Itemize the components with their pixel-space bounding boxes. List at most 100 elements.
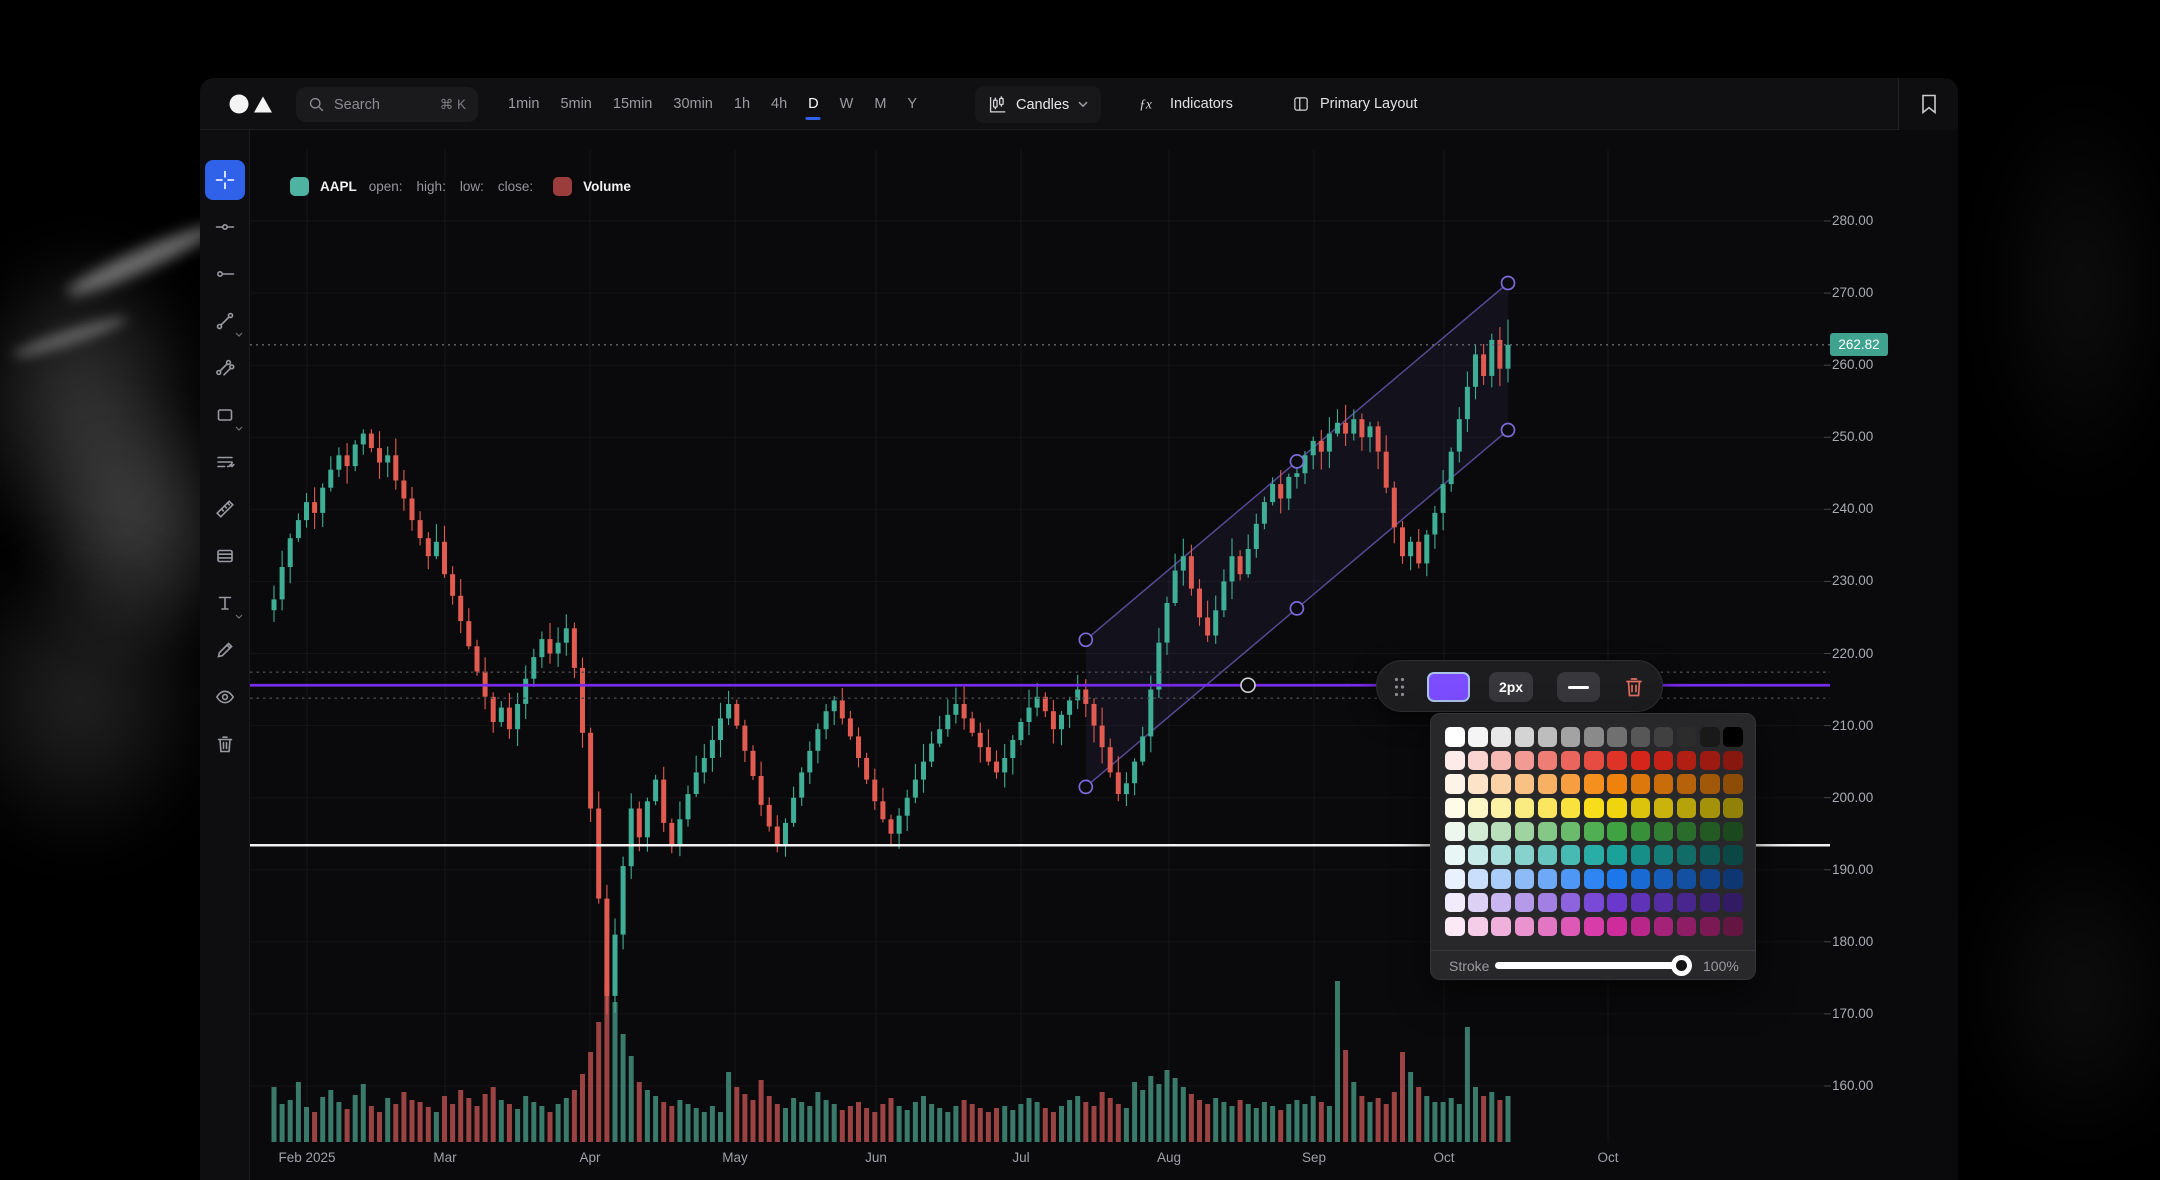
color-swatch-2-11[interactable] bbox=[1700, 774, 1720, 794]
color-swatch-7-10[interactable] bbox=[1676, 892, 1697, 913]
color-swatch-8-11[interactable] bbox=[1700, 916, 1720, 936]
timeframe-15min[interactable]: 15min bbox=[612, 96, 653, 112]
color-swatch-5-4[interactable] bbox=[1537, 845, 1558, 865]
color-swatch-2-5[interactable] bbox=[1560, 774, 1581, 794]
candlestick-chart[interactable] bbox=[250, 130, 1958, 1180]
eye-tool[interactable] bbox=[205, 677, 245, 717]
color-swatch-4-6[interactable] bbox=[1584, 821, 1604, 842]
color-swatch-4-9[interactable] bbox=[1653, 821, 1674, 842]
color-swatch-2-10[interactable] bbox=[1676, 774, 1697, 794]
color-swatch-7-12[interactable] bbox=[1723, 892, 1743, 913]
color-swatch-8-9[interactable] bbox=[1653, 916, 1674, 936]
timeframe-y[interactable]: Y bbox=[907, 96, 918, 112]
color-swatch-3-6[interactable] bbox=[1584, 798, 1604, 818]
color-swatch-8-0[interactable] bbox=[1445, 916, 1465, 936]
color-swatch-5-6[interactable] bbox=[1584, 845, 1604, 865]
line-width-button[interactable]: 2px bbox=[1489, 672, 1533, 702]
color-swatch-5-10[interactable] bbox=[1676, 845, 1697, 865]
color-swatch-0-10[interactable] bbox=[1676, 727, 1697, 747]
color-swatch-5-5[interactable] bbox=[1560, 845, 1581, 865]
color-swatch-7-11[interactable] bbox=[1700, 892, 1720, 913]
color-swatch-1-0[interactable] bbox=[1445, 750, 1465, 771]
color-swatch-5-9[interactable] bbox=[1653, 845, 1674, 865]
color-swatch-4-12[interactable] bbox=[1723, 821, 1743, 842]
color-swatch-8-4[interactable] bbox=[1537, 916, 1558, 936]
color-swatch-7-8[interactable] bbox=[1630, 892, 1650, 913]
color-swatch-2-4[interactable] bbox=[1537, 774, 1558, 794]
line-color-button[interactable] bbox=[1427, 672, 1470, 702]
brush-tool[interactable] bbox=[205, 630, 245, 670]
color-swatch-0-0[interactable] bbox=[1445, 727, 1465, 747]
color-swatch-5-2[interactable] bbox=[1491, 845, 1511, 865]
color-swatch-4-2[interactable] bbox=[1491, 821, 1511, 842]
drag-handle-icon[interactable] bbox=[1394, 677, 1405, 697]
color-swatch-6-5[interactable] bbox=[1560, 869, 1581, 889]
color-swatch-8-1[interactable] bbox=[1468, 916, 1488, 936]
color-swatch-7-7[interactable] bbox=[1607, 892, 1627, 913]
color-swatch-3-8[interactable] bbox=[1630, 798, 1650, 818]
color-swatch-6-4[interactable] bbox=[1537, 869, 1558, 889]
color-swatch-8-2[interactable] bbox=[1491, 916, 1511, 936]
color-swatch-7-2[interactable] bbox=[1491, 892, 1511, 913]
color-swatch-1-2[interactable] bbox=[1491, 750, 1511, 771]
position-tool-tool[interactable] bbox=[205, 536, 245, 576]
color-swatch-2-3[interactable] bbox=[1514, 774, 1535, 794]
color-swatch-7-9[interactable] bbox=[1653, 892, 1674, 913]
color-swatch-1-4[interactable] bbox=[1537, 750, 1558, 771]
timeframe-4h[interactable]: 4h bbox=[771, 96, 788, 112]
color-swatch-0-3[interactable] bbox=[1514, 727, 1535, 747]
color-swatch-3-1[interactable] bbox=[1468, 798, 1488, 818]
color-swatch-4-10[interactable] bbox=[1676, 821, 1697, 842]
trash-tool[interactable] bbox=[205, 724, 245, 764]
color-swatch-4-5[interactable] bbox=[1560, 821, 1581, 842]
color-swatch-8-7[interactable] bbox=[1607, 916, 1627, 936]
color-swatch-3-5[interactable] bbox=[1560, 798, 1581, 818]
timeframe-30min[interactable]: 30min bbox=[673, 96, 713, 112]
color-swatch-4-7[interactable] bbox=[1607, 821, 1627, 842]
color-swatch-2-12[interactable] bbox=[1723, 774, 1743, 794]
color-swatch-7-4[interactable] bbox=[1537, 892, 1558, 913]
color-swatch-6-1[interactable] bbox=[1468, 869, 1488, 889]
color-swatch-1-9[interactable] bbox=[1653, 750, 1674, 771]
color-swatch-0-8[interactable] bbox=[1630, 727, 1650, 747]
color-swatch-1-1[interactable] bbox=[1468, 750, 1488, 771]
rectangle-tool[interactable] bbox=[205, 395, 245, 435]
stroke-slider-thumb[interactable] bbox=[1671, 954, 1692, 976]
ray-line-tool[interactable] bbox=[205, 254, 245, 294]
chart-type-selector[interactable]: Candles bbox=[975, 86, 1102, 123]
color-swatch-5-11[interactable] bbox=[1700, 845, 1720, 865]
color-swatch-8-3[interactable] bbox=[1514, 916, 1535, 936]
color-swatch-1-11[interactable] bbox=[1700, 750, 1720, 771]
color-swatch-3-9[interactable] bbox=[1653, 798, 1674, 818]
color-swatch-3-10[interactable] bbox=[1676, 798, 1697, 818]
line-style-button[interactable] bbox=[1557, 672, 1600, 702]
color-swatch-8-6[interactable] bbox=[1584, 916, 1604, 936]
color-swatch-5-7[interactable] bbox=[1607, 845, 1627, 865]
color-swatch-4-4[interactable] bbox=[1537, 821, 1558, 842]
color-swatch-0-12[interactable] bbox=[1723, 727, 1743, 747]
color-swatch-6-7[interactable] bbox=[1607, 869, 1627, 889]
color-swatch-3-2[interactable] bbox=[1491, 798, 1511, 818]
color-swatch-5-1[interactable] bbox=[1468, 845, 1488, 865]
indicators-button[interactable]: ƒx Indicators bbox=[1138, 78, 1233, 130]
timeframe-w[interactable]: W bbox=[839, 96, 854, 112]
timeframe-d[interactable]: D bbox=[808, 82, 818, 126]
color-swatch-4-0[interactable] bbox=[1445, 821, 1465, 842]
color-swatch-6-2[interactable] bbox=[1491, 869, 1511, 889]
color-swatch-6-10[interactable] bbox=[1676, 869, 1697, 889]
color-swatch-6-0[interactable] bbox=[1445, 869, 1465, 889]
color-swatch-8-12[interactable] bbox=[1723, 916, 1743, 936]
crosshair-tool[interactable] bbox=[205, 160, 245, 200]
stroke-slider[interactable] bbox=[1495, 962, 1683, 969]
color-swatch-3-0[interactable] bbox=[1445, 798, 1465, 818]
color-swatch-0-6[interactable] bbox=[1584, 727, 1604, 747]
color-swatch-1-12[interactable] bbox=[1723, 750, 1743, 771]
color-swatch-1-10[interactable] bbox=[1676, 750, 1697, 771]
color-swatch-1-6[interactable] bbox=[1584, 750, 1604, 771]
color-swatch-5-3[interactable] bbox=[1514, 845, 1535, 865]
bookmark-icon[interactable] bbox=[1920, 93, 1938, 115]
color-swatch-1-7[interactable] bbox=[1607, 750, 1627, 771]
color-swatch-6-9[interactable] bbox=[1653, 869, 1674, 889]
color-swatch-8-5[interactable] bbox=[1560, 916, 1581, 936]
timeframe-5min[interactable]: 5min bbox=[560, 96, 592, 112]
